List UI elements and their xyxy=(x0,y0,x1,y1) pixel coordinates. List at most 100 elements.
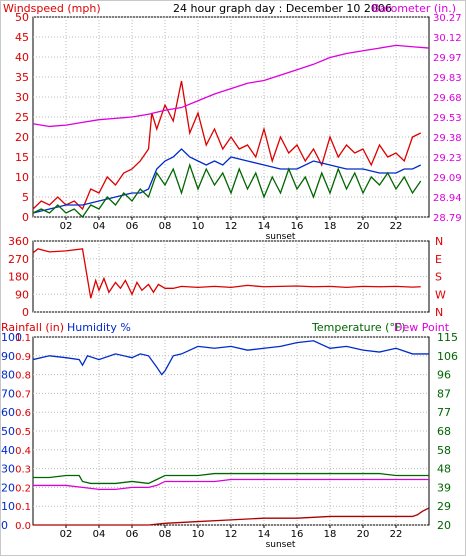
humidity-tick-label: 100 xyxy=(1,331,22,344)
series-line xyxy=(33,507,430,526)
humidity-tick-label: 40 xyxy=(1,444,15,457)
series-line xyxy=(32,162,422,219)
x-tick-label: 22 xyxy=(390,221,403,232)
temperature-tick-label: 106 xyxy=(437,350,458,363)
compass-label: E xyxy=(435,253,442,266)
x-tick-label: 06 xyxy=(126,529,139,540)
compass-label: W xyxy=(435,288,446,301)
humidity-tick-label: 20 xyxy=(1,481,15,494)
y2-tick-label: 29.68 xyxy=(433,93,462,104)
y-tick-label: 25 xyxy=(15,111,29,124)
y2-tick-label: 29.23 xyxy=(433,153,462,164)
x-tick-label: 10 xyxy=(192,221,205,232)
chart-title: 24 hour graph day : December 10 2006 xyxy=(173,2,392,15)
x-tick-label: 04 xyxy=(93,221,106,232)
y-tick-label: 0 xyxy=(22,306,29,319)
rain-tick-label: 1.1 xyxy=(15,333,31,344)
compass-label: S xyxy=(435,271,442,284)
y-tick-label: 180 xyxy=(8,271,29,284)
humidity-tick-label: 0 xyxy=(1,519,8,532)
series-line xyxy=(32,248,421,299)
y-tick-label: 50 xyxy=(15,11,29,24)
humidity-tick-label: 10 xyxy=(1,500,15,513)
y2-tick-label: 30.27 xyxy=(433,13,462,24)
x-tick-label: 02 xyxy=(60,529,73,540)
y-tick-label: 90 xyxy=(15,288,29,301)
rain-tick-label: 0.4 xyxy=(15,446,31,457)
series-line xyxy=(32,148,422,214)
series-line xyxy=(33,472,429,485)
rain-tick-label: 0.5 xyxy=(15,427,31,438)
dewpoint-axis-label: Dew Point xyxy=(394,321,450,334)
humidity-tick-label: 80 xyxy=(1,369,15,382)
x-tick-label: 08 xyxy=(159,221,172,232)
rain-tick-label: 0.1 xyxy=(15,502,31,513)
y2-tick-label: 28.79 xyxy=(433,213,462,224)
y-tick-label: 360 xyxy=(8,235,29,248)
x-tick-label: 14 xyxy=(258,529,271,540)
y-tick-label: 35 xyxy=(15,71,29,84)
rain-tick-label: 0.2 xyxy=(15,483,31,494)
series-line xyxy=(32,44,430,128)
temperature-tick-label: 20 xyxy=(437,519,451,532)
y2-tick-label: 28.94 xyxy=(433,193,462,204)
temperature-tick-label: 115 xyxy=(437,331,458,344)
series-line xyxy=(32,340,429,376)
rain-tick-label: 0.6 xyxy=(15,408,31,419)
rain-tick-label: 0.7 xyxy=(15,389,31,400)
windspeed-axis-label: Windspeed (mph) xyxy=(3,2,101,15)
y-tick-label: 0 xyxy=(22,211,29,224)
y2-tick-label: 29.09 xyxy=(433,173,462,184)
y-tick-label: 270 xyxy=(8,253,29,266)
rain-tick-label: 0.8 xyxy=(15,371,31,382)
temperature-tick-label: 77 xyxy=(437,406,451,419)
x-tick-label: 18 xyxy=(324,529,337,540)
y2-tick-label: 29.83 xyxy=(433,73,462,84)
y-tick-label: 5 xyxy=(22,191,29,204)
compass-label: N xyxy=(435,235,443,248)
y-tick-label: 15 xyxy=(15,151,29,164)
y2-tick-label: 30.12 xyxy=(433,33,462,44)
y-tick-label: 20 xyxy=(15,131,29,144)
humidity-axis-label: Humidity % xyxy=(67,321,131,334)
temperature-tick-label: 48 xyxy=(437,463,451,476)
x-tick-label: 16 xyxy=(291,529,304,540)
y-tick-label: 40 xyxy=(15,51,29,64)
temperature-tick-label: 58 xyxy=(437,444,451,457)
x-tick-label: 02 xyxy=(60,221,73,232)
y2-tick-label: 29.53 xyxy=(433,113,462,124)
temperature-tick-label: 68 xyxy=(437,425,451,438)
humidity-tick-label: 30 xyxy=(1,463,15,476)
humidity-tick-label: 50 xyxy=(1,425,15,438)
rainfall-axis-label: Rainfall (in) xyxy=(1,321,64,334)
x-tick-label: 08 xyxy=(159,529,172,540)
sunset-marker: sunset xyxy=(266,232,296,242)
rain-tick-label: 0.3 xyxy=(15,465,31,476)
humidity-tick-label: 60 xyxy=(1,406,15,419)
x-tick-label: 12 xyxy=(225,529,238,540)
x-tick-label: 10 xyxy=(192,529,205,540)
rain-tick-label: 0.0 xyxy=(15,521,31,532)
y2-tick-label: 29.38 xyxy=(433,133,462,144)
wind-direction-panel: 0 N 90 W 180 S 270 E 360 N xyxy=(8,235,446,319)
series-line xyxy=(33,478,429,491)
series-line xyxy=(32,80,422,211)
x-tick-label: 22 xyxy=(390,529,403,540)
x-tick-label: 18 xyxy=(324,221,337,232)
wind-barometer-panel: 0 28.79 5 28.94 10 29.09 15 29.23 20 29.38 25 29.53… xyxy=(15,11,462,242)
compass-label: N xyxy=(435,306,443,319)
x-tick-label: 20 xyxy=(357,529,370,540)
x-tick-label: 06 xyxy=(126,221,139,232)
y-tick-label: 45 xyxy=(15,31,29,44)
humidity-tick-label: 90 xyxy=(1,350,15,363)
temperature-tick-label: 96 xyxy=(437,369,451,382)
sunset-marker: sunset xyxy=(266,540,296,550)
temperature-tick-label: 87 xyxy=(437,387,451,400)
y2-tick-label: 29.97 xyxy=(433,53,462,64)
temperature-tick-label: 39 xyxy=(437,481,451,494)
x-tick-label: 16 xyxy=(291,221,304,232)
y-tick-label: 30 xyxy=(15,91,29,104)
